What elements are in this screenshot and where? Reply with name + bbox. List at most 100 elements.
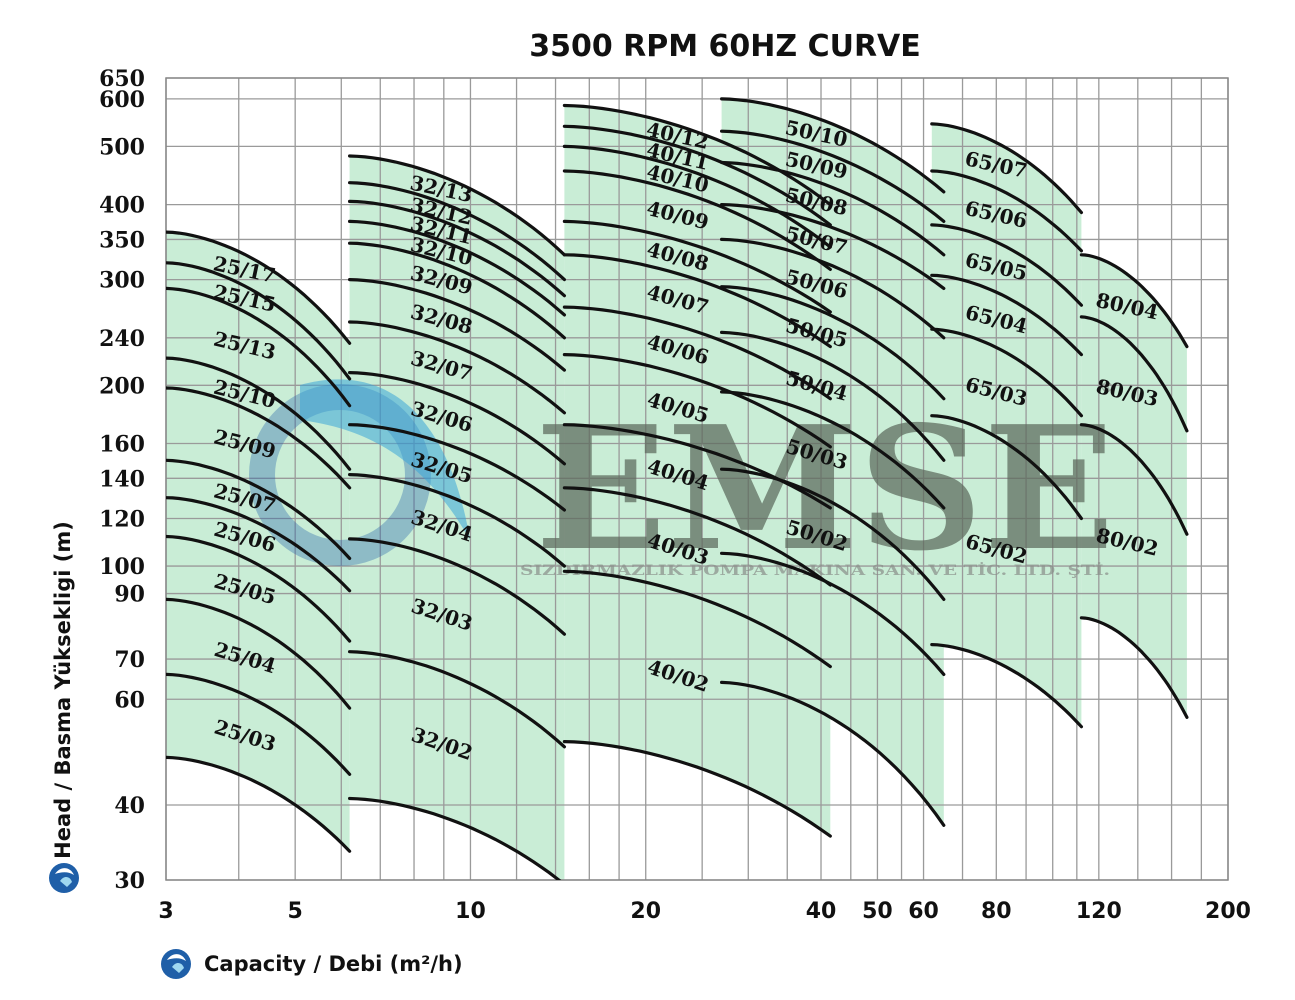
curve-65-boundary-6 <box>930 643 1083 729</box>
x-axis-logo-icon <box>161 949 191 979</box>
curve-50-04 <box>720 330 946 462</box>
curve-32-09 <box>348 241 566 340</box>
curve-25-13 <box>166 286 352 408</box>
x-tick-label: 10 <box>455 899 486 924</box>
x-tick-label: 80 <box>981 899 1012 924</box>
curve-40-06 <box>562 305 832 401</box>
curve-32-11 <box>348 199 566 298</box>
y-tick-label: 500 <box>99 134 145 160</box>
watermark-swoosh <box>300 379 470 540</box>
curve-40-10 <box>562 144 832 249</box>
y-axis-logo-icon <box>49 863 79 893</box>
y-tick-label: 240 <box>99 326 145 352</box>
curve-40-02 <box>562 569 832 669</box>
curve-32-07 <box>348 320 566 415</box>
grid <box>165 77 1229 881</box>
curve-32-08 <box>348 278 566 372</box>
curve-32-12 <box>348 181 566 282</box>
curve-50-boundary-10 <box>720 680 946 827</box>
watermark-registered: ® <box>1100 380 1114 396</box>
x-tick-label: 50 <box>862 899 893 924</box>
curve-25-10 <box>166 356 352 471</box>
curve-32-10 <box>348 219 566 317</box>
curve-80-boundary-3 <box>1079 616 1189 719</box>
curve-65-04 <box>930 273 1083 357</box>
curve-25-09 <box>166 386 352 490</box>
curve-50-07 <box>720 203 946 290</box>
curve-25-06 <box>166 496 352 593</box>
curve-40-08 <box>562 219 832 314</box>
curve-32-02 <box>348 650 566 749</box>
curve-32-04 <box>348 473 566 568</box>
curve-32-boundary-12 <box>348 796 562 880</box>
curve-25-03 <box>166 672 352 776</box>
curve-25-boundary-10 <box>166 755 352 853</box>
curve-32-13 <box>348 154 566 257</box>
curve-50-boundary-9 <box>720 551 946 676</box>
y-axis-label-group: Head / Basma Yüksekligi (m) <box>51 521 75 859</box>
curve-50-09 <box>720 129 946 223</box>
x-tick-label: 200 <box>1205 899 1251 924</box>
y-tick-label: 40 <box>114 793 145 819</box>
area-65 <box>931 123 1082 727</box>
curve-40-boundary-11 <box>562 740 832 838</box>
curve-65-06 <box>930 169 1083 253</box>
curve-40-11 <box>562 124 832 227</box>
curve-32-03 <box>348 537 566 636</box>
y-tick-label: 300 <box>99 268 145 294</box>
curve-25-04 <box>166 597 352 710</box>
y-tick-label: 30 <box>114 868 145 894</box>
curve-32-06 <box>348 371 566 466</box>
chart-title: 3500 RPM 60HZ CURVE <box>529 29 921 64</box>
y-tick-label: 70 <box>114 647 145 673</box>
x-tick-label: 120 <box>1076 899 1122 924</box>
y-tick-label: 400 <box>99 193 145 219</box>
curve-25-05 <box>166 534 352 643</box>
curve-65-05 <box>930 223 1083 307</box>
curve-25-07 <box>166 458 352 560</box>
x-tick-label: 40 <box>806 899 837 924</box>
plot-frame <box>165 77 1229 881</box>
y-tick-label: 160 <box>99 432 145 458</box>
curve-65-02 <box>930 414 1083 521</box>
curve-65-07 <box>930 122 1083 215</box>
y-tick-label: 600 <box>99 87 145 113</box>
y-tick-label: 100 <box>99 554 145 580</box>
curve-50-10 <box>720 97 946 194</box>
curve-40-07 <box>562 253 832 349</box>
y-tick-label: 650 <box>99 66 145 92</box>
curve-80-02 <box>1079 423 1189 536</box>
watermark-subtitle: SIZDIRMAZLIK POMPA MAKINA SAN. VE TİC. L… <box>520 560 1110 579</box>
x-tick-labels: 3 5 10 20 40 50 60 80 120 200 <box>158 899 1251 924</box>
curve-40-03 <box>562 486 832 587</box>
curve-40-05 <box>562 353 832 449</box>
area-80 <box>1081 254 1187 718</box>
y-tick-label: 120 <box>99 507 145 533</box>
y-tick-label: 140 <box>99 466 145 492</box>
curve-80-03 <box>1079 315 1189 433</box>
y-tick-label: 90 <box>114 582 145 608</box>
curve-32-05 <box>348 423 566 512</box>
curve-50-05 <box>720 285 946 401</box>
watermark: EMSE® SIZDIRMAZLIK POMPA MAKINA SAN. VE T… <box>249 379 1115 589</box>
y-tick-label: 200 <box>99 373 145 399</box>
curve-40-12 <box>562 103 832 207</box>
x-axis-label: Capacity / Debi (m²/h) <box>204 952 463 976</box>
curve-25-17 <box>166 230 352 345</box>
curve-50-06 <box>720 237 946 340</box>
curve-25-15 <box>166 261 352 381</box>
curve-80-04 <box>1079 253 1189 349</box>
performance-curves <box>166 97 1189 880</box>
curve-50-08 <box>720 160 946 257</box>
curve-50-03 <box>720 390 946 510</box>
x-tick-label: 3 <box>158 899 173 924</box>
curve-50-02 <box>720 467 946 601</box>
curve-65-03 <box>930 327 1083 418</box>
y-axis-label: Head / Basma Yüksekligi (m) <box>51 521 75 859</box>
curve-40-09 <box>562 169 832 271</box>
x-tick-label: 60 <box>908 899 939 924</box>
y-tick-label: 60 <box>114 687 145 713</box>
x-tick-label: 5 <box>288 899 303 924</box>
